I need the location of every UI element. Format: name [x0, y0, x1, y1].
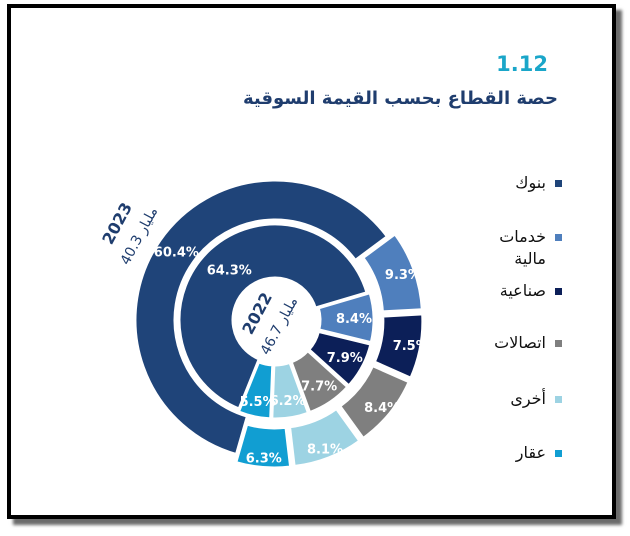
inner-label-industrial: 7.9% — [327, 351, 363, 366]
legend-label: خدمات مالية — [499, 227, 546, 268]
inner-slice-banks — [177, 222, 369, 411]
legend-item-financial-services: خدمات مالية — [486, 226, 562, 270]
center-label-2022: 2022 46.7 مليار — [235, 280, 315, 360]
outer-label-telecom: 8.4% — [364, 401, 400, 416]
outer-slice-real-estate — [233, 422, 293, 470]
legend-swatch — [555, 234, 562, 241]
slice-labels: 60.4% 9.3% 7.5% 8.4% 8.1% 6.3% 64.3% 8.4% 7.9% 7.… — [154, 246, 429, 467]
outer-label-real-estate: 6.3% — [246, 452, 282, 467]
outer-label-financial-services: 9.3% — [385, 268, 421, 283]
inner-label-financial-services: 8.4% — [336, 312, 372, 327]
outer-label-banks: 60.4% — [154, 246, 199, 261]
inner-slice-real-estate — [236, 359, 275, 421]
legend-label: اتصالات — [494, 333, 546, 352]
figure-title: حصة القطاع بحسب القيمة السوقية — [242, 88, 558, 109]
figure-number: 1.12 — [496, 52, 548, 76]
outer-slice-banks — [133, 178, 390, 457]
inner-label-telecom: 7.7% — [301, 380, 337, 395]
legend-swatch — [555, 180, 562, 187]
inner-label-real-estate: 5.5% — [240, 395, 276, 410]
legend-item-banks: بنوك — [515, 172, 562, 194]
legend-item-telecom: اتصالات — [494, 332, 562, 354]
inner-ring-2022 — [177, 222, 376, 421]
outer-slice-telecom — [337, 363, 412, 441]
legend-item-other: أخرى — [510, 388, 562, 410]
center-hole — [235, 280, 315, 360]
outer-slice-industrial — [372, 312, 425, 381]
legend-swatch — [555, 340, 562, 347]
legend-item-industrial: صناعية — [500, 280, 562, 302]
legend-item-real-estate: عقار — [516, 442, 562, 464]
inner-label-banks: 64.3% — [207, 264, 252, 279]
legend-label: عقار — [515, 443, 546, 462]
legend-swatch — [555, 450, 562, 457]
legend-label: بنوك — [515, 173, 546, 192]
inner-label-other: 6.2% — [270, 394, 306, 409]
outer-label-other: 8.1% — [307, 443, 343, 458]
outer-slice-financial-services — [360, 231, 424, 314]
legend-label: صناعية — [499, 281, 546, 300]
outer-slice-other — [287, 406, 362, 469]
legend-label: أخرى — [510, 389, 546, 408]
inner-slice-financial-services — [316, 290, 376, 345]
outer-label-industrial: 7.5% — [393, 339, 429, 354]
legend-swatch — [555, 396, 562, 403]
outer-ring-2023 — [133, 178, 425, 470]
legend-swatch — [555, 288, 562, 295]
